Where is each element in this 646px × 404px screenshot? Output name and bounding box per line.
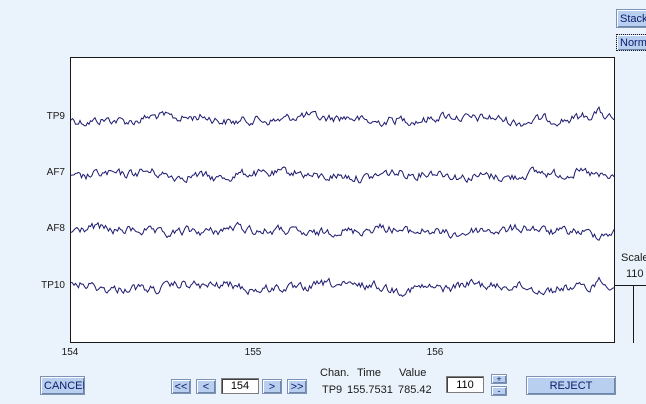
channel-label-af8: AF8 [46, 223, 65, 234]
channel-label-af7: AF7 [46, 167, 65, 178]
scale-value: 110 [626, 268, 644, 280]
cancel-button[interactable]: CANCEL [40, 376, 85, 395]
scale-bar [633, 285, 634, 343]
readout-chan-header: Chan. [320, 367, 350, 379]
prev-page-button[interactable]: < [196, 379, 216, 394]
readout-time-header: Time [357, 367, 382, 379]
reject-button[interactable]: REJECT [526, 376, 616, 395]
readout-value: 785.42 [398, 384, 432, 396]
scale-increase-button[interactable]: + [491, 374, 507, 384]
norm-button[interactable]: Norm [616, 34, 646, 51]
next-page-button[interactable]: > [262, 379, 282, 394]
channel-label-tp10: TP10 [41, 280, 65, 291]
channel-label-tp9: TP9 [46, 111, 65, 122]
eeg-trace-tp10 [71, 276, 614, 297]
scale-panel: Scale 110 [615, 250, 646, 350]
readout-time: 155.7531 [347, 384, 393, 396]
scale-label: Scale [621, 252, 646, 264]
first-page-button[interactable]: << [171, 379, 191, 394]
last-page-button[interactable]: >> [287, 379, 307, 394]
stack-button[interactable]: Stack [616, 9, 646, 28]
readout-chan: TP9 [322, 384, 343, 396]
x-tick-155: 155 [244, 347, 262, 358]
eeg-trace-af7 [71, 166, 614, 184]
scale-decrease-button[interactable]: - [491, 386, 507, 396]
readout-value-header: Value [399, 367, 427, 379]
eeg-trace-af8 [71, 221, 614, 241]
x-tick-154: 154 [61, 347, 79, 358]
eeg-trace-tp9 [71, 105, 614, 128]
scale-input[interactable] [446, 376, 484, 393]
page-input[interactable] [221, 378, 259, 394]
x-tick-156: 156 [426, 347, 444, 358]
eeg-traces [71, 105, 614, 297]
scale-bar-top [615, 285, 646, 286]
eeg-plot[interactable] [70, 57, 615, 343]
